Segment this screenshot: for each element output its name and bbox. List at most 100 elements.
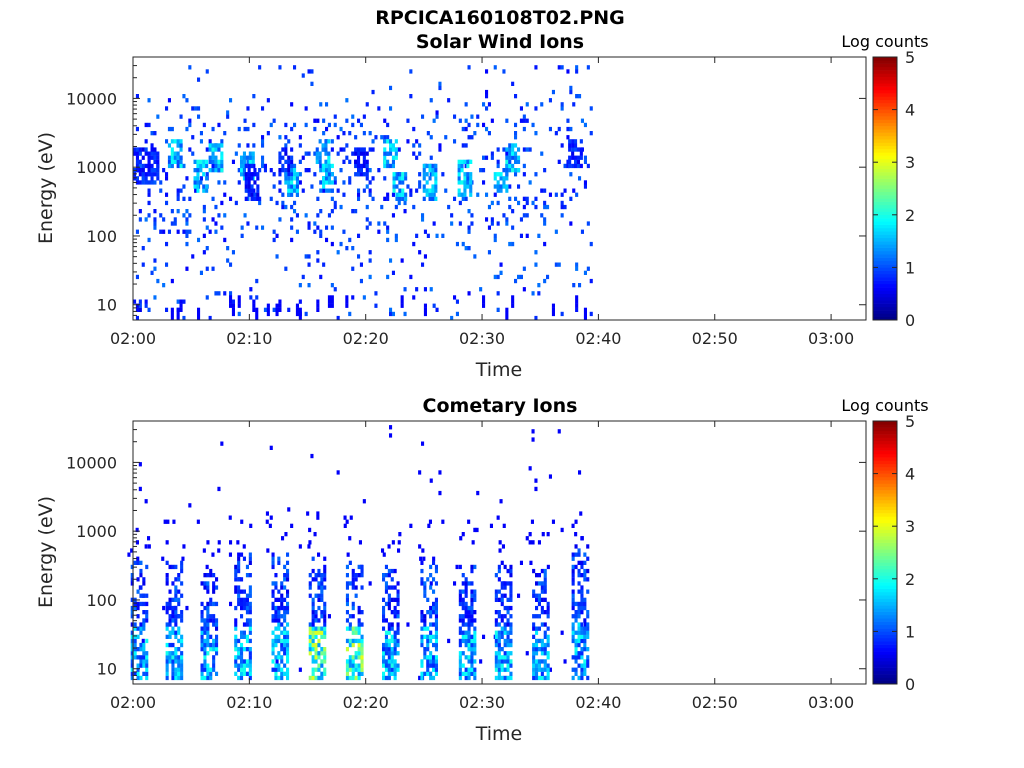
spectrogram-cell [479, 168, 483, 173]
spectrogram-cell [543, 642, 547, 648]
spectrogram-cell [271, 642, 275, 648]
spectrogram-cell [389, 163, 393, 169]
spectrogram-cell [351, 671, 355, 676]
spectrogram-cell [237, 180, 241, 185]
spectrogram-cell [354, 585, 358, 590]
spectrogram-cell [208, 168, 212, 173]
spectrogram-cell [357, 610, 361, 615]
spectrogram-cell [325, 237, 329, 243]
spectrogram-cell [423, 626, 427, 631]
spectrogram-cell [185, 221, 189, 226]
spectrogram-cell [546, 605, 550, 611]
spectrogram-cell [401, 180, 405, 185]
spectrogram-cell [389, 147, 393, 152]
spectrogram-cell [494, 610, 498, 615]
spectrogram-cell [180, 663, 184, 668]
spectrogram-cell [583, 560, 587, 565]
spectrogram-cell [506, 622, 510, 627]
spectrogram-cell [543, 659, 547, 664]
spectrogram-cell [240, 225, 244, 230]
spectrogram-cell [208, 155, 212, 160]
spectrogram-cell [319, 180, 323, 185]
spectrogram-cell [575, 262, 579, 267]
spectrogram-cell [327, 151, 331, 156]
spectrogram-cell [580, 675, 584, 681]
spectrogram-cell [583, 155, 587, 160]
spectrogram-cell [171, 675, 175, 681]
spectrogram-cell [171, 618, 175, 623]
spectrogram-cell [180, 610, 184, 615]
spectrogram-cell [145, 659, 149, 664]
spectrogram-cell [278, 135, 282, 140]
spectrogram-cell [540, 151, 544, 156]
spectrogram-cell [503, 659, 507, 664]
colorbar-segment [873, 80, 897, 84]
spectrogram-cell [571, 655, 575, 660]
spectrogram-cell [327, 303, 331, 308]
spectrogram-cell [165, 634, 169, 639]
spectrogram-cell [354, 147, 358, 152]
spectrogram-cell [159, 188, 163, 193]
spectrogram-cell [543, 675, 547, 681]
spectrogram-cell [170, 221, 174, 226]
spectrogram-cell [497, 568, 501, 574]
spectrogram-cell [314, 593, 318, 598]
spectrogram-cell [575, 69, 579, 74]
spectrogram-cell [316, 118, 320, 123]
spectrogram-cell [139, 601, 143, 607]
spectrogram-cell [566, 118, 570, 123]
spectrogram-cell [159, 229, 163, 234]
spectrogram-cell [244, 180, 248, 185]
spectrogram-cell [287, 307, 291, 312]
spectrogram-cell [265, 519, 269, 524]
spectrogram-cell [418, 180, 422, 185]
spectrogram-cell [311, 597, 315, 602]
spectrogram-cell [287, 507, 291, 512]
spectrogram-cell [519, 233, 523, 238]
colorbar-segment [873, 244, 897, 248]
spectrogram-cell [203, 622, 207, 627]
colorbar-segment [873, 598, 897, 603]
spectrogram-cell [286, 659, 290, 664]
spectrogram-cell [327, 139, 331, 144]
spectrogram-cell [237, 589, 241, 594]
spectrogram-cell [503, 564, 507, 570]
spectrogram-cell [141, 163, 145, 169]
spectrogram-cell [386, 192, 390, 197]
spectrogram-cell [519, 217, 523, 222]
spectrogram-cell [387, 601, 391, 607]
colorbar-segment [873, 241, 897, 245]
spectrogram-cell [463, 159, 467, 164]
spectrogram-cell [403, 311, 407, 317]
spectrogram-cell [215, 577, 219, 582]
spectrogram-cell [174, 634, 178, 639]
colorbar-tick-label: 5 [905, 412, 915, 431]
spectrogram-cell [325, 163, 329, 169]
spectrogram-cell [525, 213, 529, 218]
spectrogram-cell [206, 667, 210, 672]
spectrogram-cell [170, 147, 174, 152]
spectrogram-cell [503, 667, 507, 672]
spectrogram-cell [359, 172, 363, 177]
spectrogram-cell [165, 610, 169, 615]
spectrogram-cell [577, 614, 581, 619]
spectrogram-cell [142, 618, 146, 623]
colorbar-segment [873, 254, 897, 258]
spectrogram-cell [147, 168, 151, 173]
spectrogram-cell [574, 552, 578, 557]
colorbar-segment [873, 545, 897, 550]
spectrogram-cell [473, 593, 477, 598]
spectrogram-cell [308, 626, 312, 631]
spectrogram-cell [577, 634, 581, 639]
spectrogram-cell [412, 204, 416, 210]
spectrogram-cell [434, 647, 438, 652]
spectrogram-cell [280, 655, 284, 660]
spectrogram-cell [482, 102, 486, 107]
spectrogram-cell [177, 675, 181, 681]
spectrogram-cell [348, 581, 352, 586]
spectrogram-cell [514, 172, 518, 177]
spectrogram-cell [540, 638, 544, 644]
spectrogram-cell [206, 573, 210, 578]
spectrogram-cell [243, 126, 247, 132]
spectrogram-cell [138, 217, 142, 222]
